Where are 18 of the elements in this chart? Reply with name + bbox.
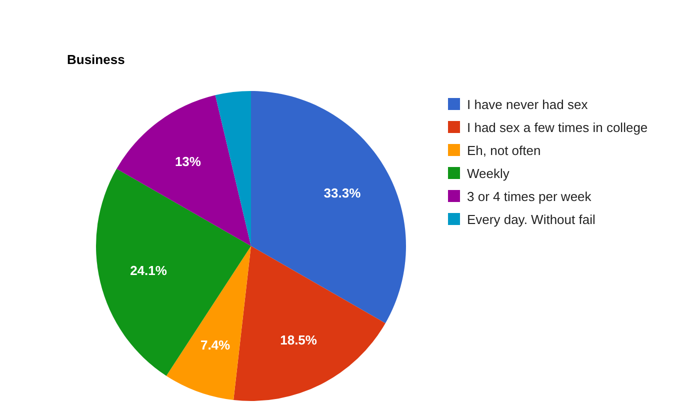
pie-slice bbox=[166, 246, 251, 400]
pie-slice bbox=[215, 91, 251, 246]
legend-label: Every day. Without fail bbox=[467, 211, 596, 228]
pie-slice bbox=[116, 95, 251, 246]
legend-label: Weekly bbox=[467, 165, 510, 182]
data-label: 24.1% bbox=[130, 263, 168, 278]
legend-label: I have never had sex bbox=[467, 96, 588, 113]
chart-title: Business bbox=[67, 52, 125, 67]
data-label: 18.5% bbox=[280, 332, 318, 348]
data-label: 33.3% bbox=[324, 186, 362, 201]
data-label: 13% bbox=[174, 154, 202, 170]
pie-slice bbox=[234, 246, 386, 401]
legend-label: 3 or 4 times per week bbox=[467, 188, 592, 205]
data-label: 7.4% bbox=[200, 338, 231, 353]
pie-slice bbox=[251, 91, 406, 324]
pie-slice bbox=[96, 168, 251, 376]
legend-label: Eh, not often bbox=[467, 142, 541, 159]
legend-label: I had sex a few times in college bbox=[467, 119, 648, 136]
